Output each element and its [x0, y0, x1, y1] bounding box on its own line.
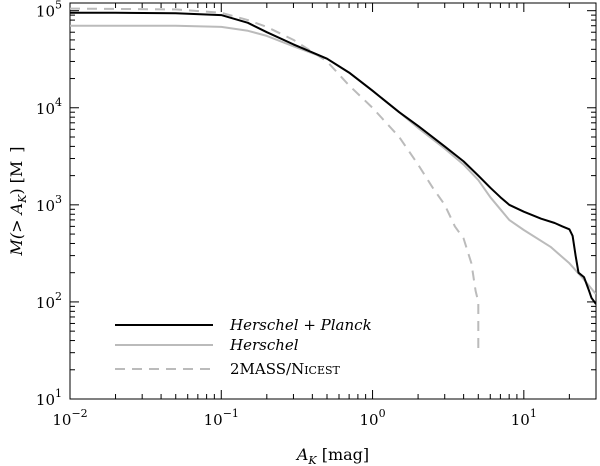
y-axis-label: M(> AK) [M]	[7, 146, 29, 256]
x-tick-label: 10−2	[52, 407, 87, 429]
y-tick-label: 105	[36, 0, 62, 21]
series-line-1	[70, 24, 596, 295]
x-tick-label: 10−1	[204, 407, 239, 429]
axis-ticks	[69, 3, 596, 400]
series-line-0	[70, 11, 596, 305]
y-tick-label: 103	[36, 193, 62, 215]
y-tick-label: 102	[36, 290, 62, 312]
plot-frame	[69, 2, 597, 400]
tick-labels: 10−2 10−1 100 101 101 102 103 104 105	[36, 0, 537, 429]
legend-label: Herschel	[229, 336, 299, 354]
x-tick-label: 101	[511, 407, 537, 429]
series-line-2	[70, 7, 480, 353]
y-tick-label: 104	[36, 96, 62, 118]
legend: Herschel + Planck Herschel 2MASS/NICEST	[115, 316, 372, 378]
y-tick-label: 101	[36, 387, 62, 409]
series-layer	[70, 7, 596, 353]
legend-label: Herschel + Planck	[229, 316, 372, 334]
x-tick-label: 100	[360, 407, 386, 429]
x-axis-label: AK [mag]	[295, 445, 369, 466]
legend-label: 2MASS/NICEST	[230, 360, 341, 378]
